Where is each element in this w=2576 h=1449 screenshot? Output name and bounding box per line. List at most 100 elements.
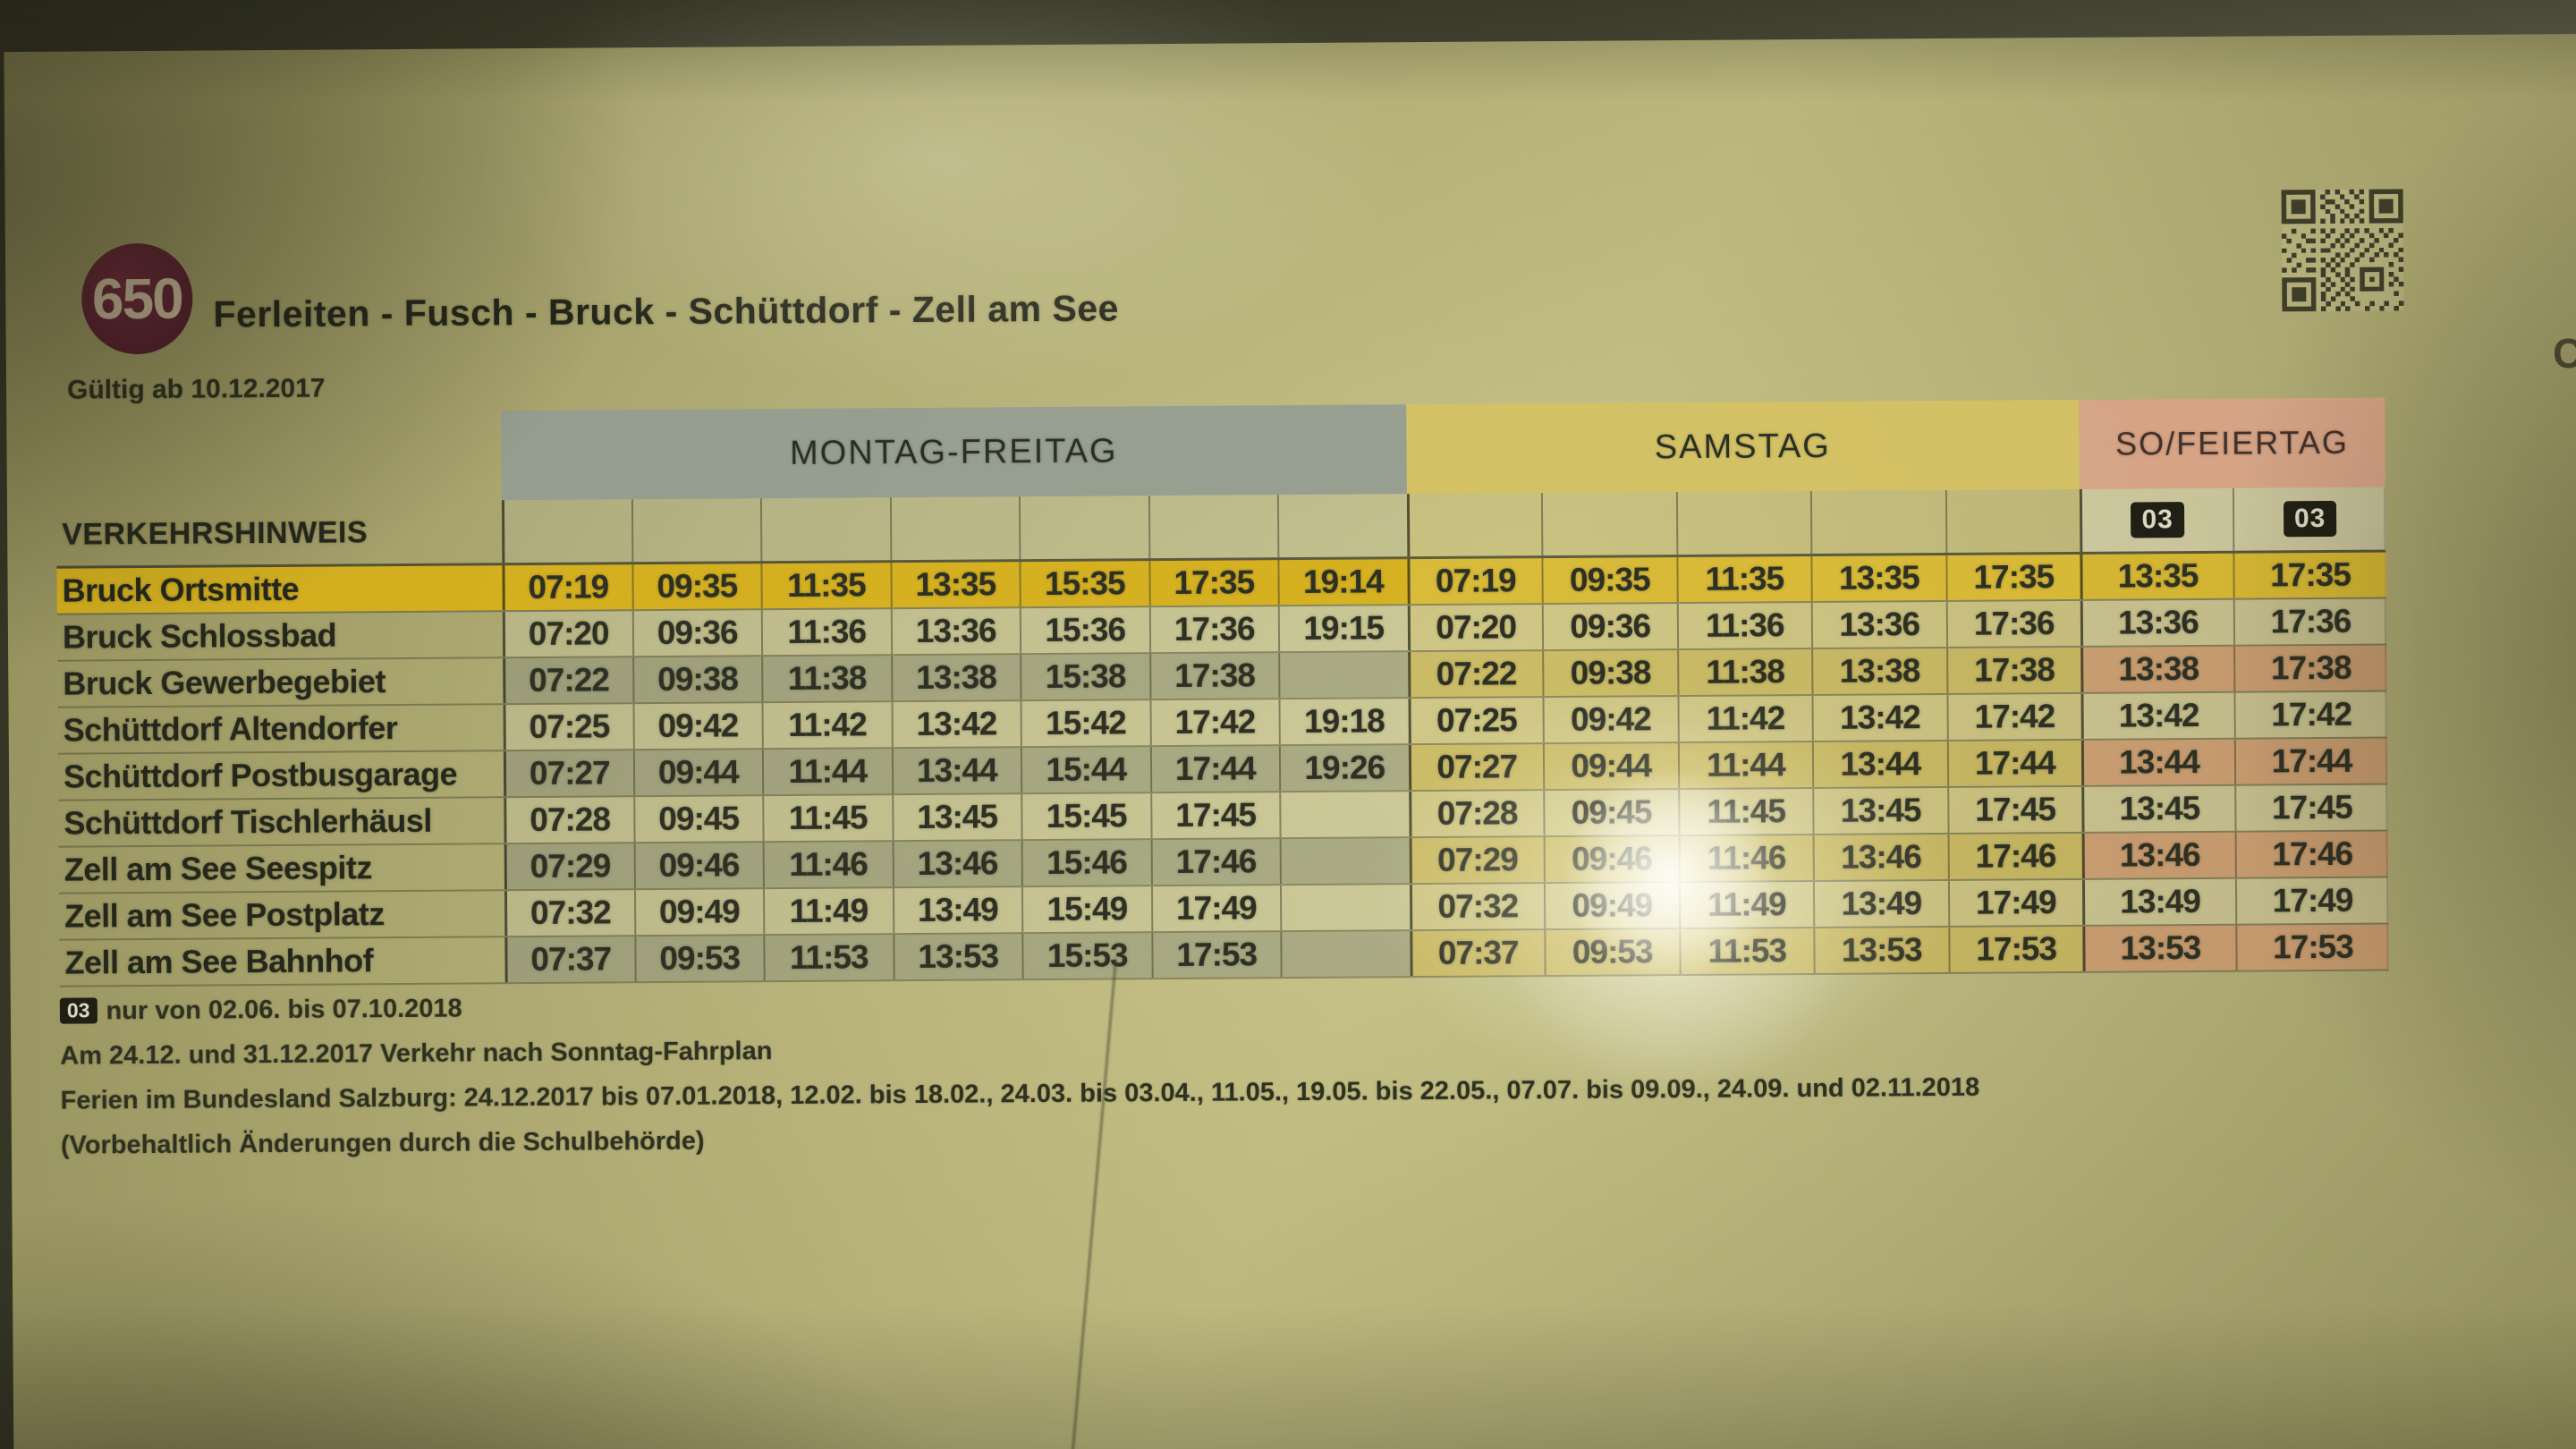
time-cell: 13:45 — [891, 794, 1021, 841]
time-cell: 07:25 — [503, 704, 633, 750]
route-number: 650 — [91, 266, 182, 332]
time-cell: 15:35 — [1019, 561, 1149, 607]
time-cell: 07:20 — [1407, 605, 1543, 651]
station-name: Zell am See Bahnhof — [64, 942, 374, 981]
footnote-legend: 03 nur von 02.06. bis 07.10.2018 — [59, 980, 2511, 1027]
time-cell: 13:38 — [2080, 646, 2234, 692]
time-cell: 09:35 — [631, 564, 761, 610]
note-cell — [1945, 488, 2080, 553]
time-cell: 07:19 — [1406, 558, 1542, 605]
time-cell: 07:22 — [503, 657, 633, 704]
time-cell: 09:53 — [633, 936, 764, 982]
time-cell: 13:53 — [892, 934, 1022, 980]
time-cell: 17:46 — [1947, 833, 2082, 879]
time-cell: 17:44 — [1149, 746, 1280, 792]
footnote-03-badge: 03 — [59, 997, 97, 1024]
time-cell: 09:38 — [1542, 650, 1677, 697]
time-cell: 07:27 — [1408, 744, 1544, 791]
time-cell: 11:53 — [1678, 928, 1814, 975]
time-cell: 07:29 — [1409, 837, 1544, 884]
timetable: MONTAG-FREITAG SAMSTAG SO/FEIERTAG VERKE… — [55, 397, 2389, 987]
time-cell: 09:45 — [1543, 790, 1679, 836]
time-cell: 13:46 — [1812, 834, 1948, 881]
time-cell: 09:35 — [1541, 557, 1677, 604]
time-cell: 13:49 — [2081, 878, 2236, 925]
time-cell: 17:42 — [2233, 691, 2387, 738]
time-cell — [1279, 885, 1410, 931]
time-cell: 17:38 — [1945, 647, 2081, 693]
time-cell: 09:42 — [632, 703, 762, 750]
station-name: Zell am See Seespitz — [64, 849, 373, 888]
valid-from-label: Gültig ab 10.12.2017 — [66, 373, 326, 405]
time-cell: 17:35 — [1945, 554, 2080, 600]
time-cell: 17:45 — [1946, 786, 2082, 833]
time-cell: 11:53 — [763, 935, 894, 981]
time-cell: 07:37 — [1409, 930, 1545, 977]
edge-text-fragment: C — [2553, 330, 2576, 377]
time-cell: 09:46 — [1543, 836, 1679, 883]
time-cell: 11:45 — [762, 795, 893, 842]
time-cell: 17:36 — [2233, 598, 2387, 645]
time-cell: 11:49 — [1678, 882, 1814, 928]
note-cell — [1276, 494, 1407, 558]
time-cell: 09:36 — [1541, 604, 1677, 650]
note-cell — [1406, 493, 1542, 557]
time-cell: 17:38 — [2233, 645, 2387, 691]
note-cell — [631, 498, 761, 563]
footnote-03-badge: 03 — [2131, 502, 2184, 538]
time-cell: 17:44 — [2233, 738, 2388, 784]
note-cell — [1675, 491, 1811, 555]
time-cell: 13:45 — [2081, 785, 2235, 832]
station-name: Schüttdorf Altendorfer — [63, 709, 398, 749]
station-name: Zell am See Postplatz — [64, 895, 385, 935]
time-cell: 13:42 — [1811, 694, 1947, 741]
time-cell: 19:15 — [1277, 606, 1408, 652]
time-cell: 07:29 — [504, 843, 634, 890]
station-name: Bruck Gewerbegebiet — [63, 663, 386, 702]
note-cell — [1018, 496, 1148, 560]
time-cell: 11:36 — [760, 609, 891, 656]
timetable-sheet: 650 Ferleiten - Fusch - Bruck - Schüttdo… — [4, 33, 2576, 1449]
time-cell — [1279, 838, 1410, 885]
time-cell: 19:14 — [1277, 559, 1408, 606]
time-cell: 11:46 — [1678, 835, 1813, 882]
time-cell: 13:53 — [1813, 927, 1949, 974]
station-name: Bruck Ortsmitte — [56, 565, 503, 614]
time-cell: 13:46 — [892, 841, 1021, 887]
time-cell: 07:32 — [1409, 884, 1545, 930]
footnote-holidays: Ferien im Bundesland Salzburg: 24.12.201… — [60, 1072, 1980, 1115]
time-cell: 09:42 — [1542, 697, 1678, 743]
time-cell: 11:46 — [762, 842, 893, 888]
time-cell: 15:45 — [1021, 793, 1151, 840]
time-cell: 17:49 — [2234, 877, 2389, 924]
qr-code — [2281, 189, 2404, 312]
time-cell: 07:20 — [502, 611, 632, 657]
note-cell — [1809, 489, 1945, 555]
time-cell: 07:22 — [1407, 651, 1543, 698]
note-cell — [759, 497, 890, 562]
time-cell: 07:28 — [1408, 791, 1544, 837]
time-cell: 17:44 — [1946, 740, 2082, 786]
route-title: Ferleiten - Fusch - Bruck - Schüttdorf -… — [213, 287, 1120, 335]
time-cell: 13:45 — [1812, 787, 1948, 835]
time-cell: 07:32 — [504, 890, 634, 936]
footnote-sunday: Am 24.12. und 31.12.2017 Verkehr nach So… — [60, 1037, 773, 1071]
time-cell: 13:38 — [1811, 648, 1946, 695]
time-cell: 13:53 — [2082, 925, 2236, 971]
time-cell: 13:46 — [2081, 832, 2235, 878]
band-so-feiertag: SO/FEIERTAG — [2079, 397, 2385, 489]
time-cell: 15:53 — [1021, 933, 1152, 979]
day-band-row: MONTAG-FREITAG SAMSTAG SO/FEIERTAG — [55, 397, 2385, 504]
time-cell: 13:42 — [891, 701, 1021, 748]
time-cell — [1280, 931, 1411, 978]
time-cell: 17:42 — [1149, 699, 1279, 746]
time-cell: 19:26 — [1278, 745, 1409, 792]
station-name: Schüttdorf Postbusgarage — [63, 755, 458, 795]
time-cell: 07:27 — [503, 750, 633, 797]
time-cell: 15:38 — [1020, 654, 1149, 700]
time-cell: 13:36 — [890, 608, 1021, 655]
note-cell — [501, 499, 631, 564]
time-cell: 13:35 — [1810, 555, 1946, 602]
time-cell: 11:35 — [1675, 556, 1811, 603]
